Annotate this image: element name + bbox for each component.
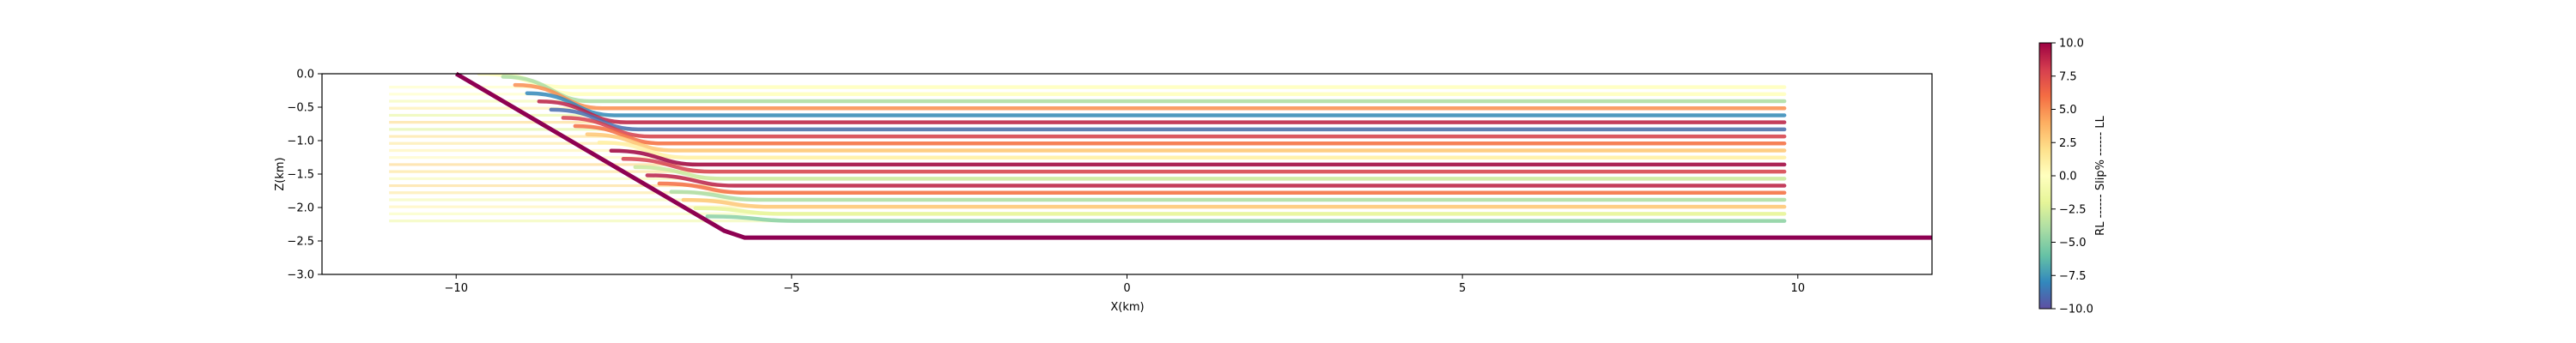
y-tick-label: −0.5 xyxy=(287,102,314,115)
layer-deformed-1 xyxy=(489,74,1787,97)
layer-deformed-14 xyxy=(645,173,1787,188)
y-axis-label: Z(km) xyxy=(274,157,287,190)
colorbar-tick-label: −5.0 xyxy=(2059,237,2087,250)
layer-deformed-8 xyxy=(573,123,1787,146)
colorbar-gradient xyxy=(2038,42,2052,310)
layer-deformed-12 xyxy=(621,157,1787,174)
y-tick-label: −2.5 xyxy=(287,236,314,249)
colorbar: 10.0 7.5 5.0 2.5 0.0 −2.5 −5.0 −7.5 −10.0 RL ---… xyxy=(2038,38,2107,316)
layer-deformed-9 xyxy=(585,132,1787,153)
colorbar-tick-label: 10.0 xyxy=(2059,38,2084,51)
colorbar-tick-label: 2.5 xyxy=(2059,137,2077,150)
layer-deformed-18 xyxy=(693,206,1787,216)
layer-deformed-19 xyxy=(705,214,1787,223)
fault-line xyxy=(454,71,1932,240)
layer-deformed-15 xyxy=(657,181,1787,196)
colorbar-tick-label: −10.0 xyxy=(2059,304,2093,316)
y-tick-label: −1.0 xyxy=(287,135,314,148)
x-tick-label: 0 xyxy=(1123,282,1130,295)
y-tick-label: −2.0 xyxy=(287,202,314,215)
colorbar-label: RL ------ Slip% ------ LL xyxy=(2094,115,2107,235)
layer-deformed-4 xyxy=(525,91,1787,117)
y-axis: 0.0 −0.5 −1.0 −1.5 −2.0 −2.5 −3.0 xyxy=(287,69,322,282)
layer-deformed-0 xyxy=(477,74,1787,89)
x-axis: −10 −5 0 5 10 xyxy=(445,274,1805,295)
layer-deformed-6 xyxy=(549,107,1787,132)
x-tick-label: −5 xyxy=(783,282,799,295)
layer-deformed-5 xyxy=(537,99,1787,124)
colorbar-tick-label: −7.5 xyxy=(2059,270,2087,283)
x-tick-label: −10 xyxy=(445,282,468,295)
colorbar-tick-label: −2.5 xyxy=(2059,203,2087,216)
x-tick-label: 5 xyxy=(1459,282,1466,295)
layer-deformed-10 xyxy=(597,140,1787,159)
layer-deformed-11 xyxy=(609,148,1787,167)
colorbar-tick-label: 5.0 xyxy=(2059,104,2077,117)
layer-deformed-16 xyxy=(669,190,1787,202)
layer-deformed-13 xyxy=(633,165,1787,181)
plot-area xyxy=(321,71,1933,275)
colorbar-tick-label: 0.0 xyxy=(2059,171,2077,184)
x-axis-label: X(km) xyxy=(1110,301,1144,314)
y-tick-label: −3.0 xyxy=(287,269,314,282)
y-tick-label: 0.0 xyxy=(296,69,314,81)
layer-deformed-7 xyxy=(561,116,1787,139)
layer-deformed-17 xyxy=(681,197,1787,209)
colorbar-tick-label: 7.5 xyxy=(2059,70,2077,83)
x-tick-label: 10 xyxy=(1790,282,1805,295)
y-tick-label: −1.5 xyxy=(287,169,314,182)
